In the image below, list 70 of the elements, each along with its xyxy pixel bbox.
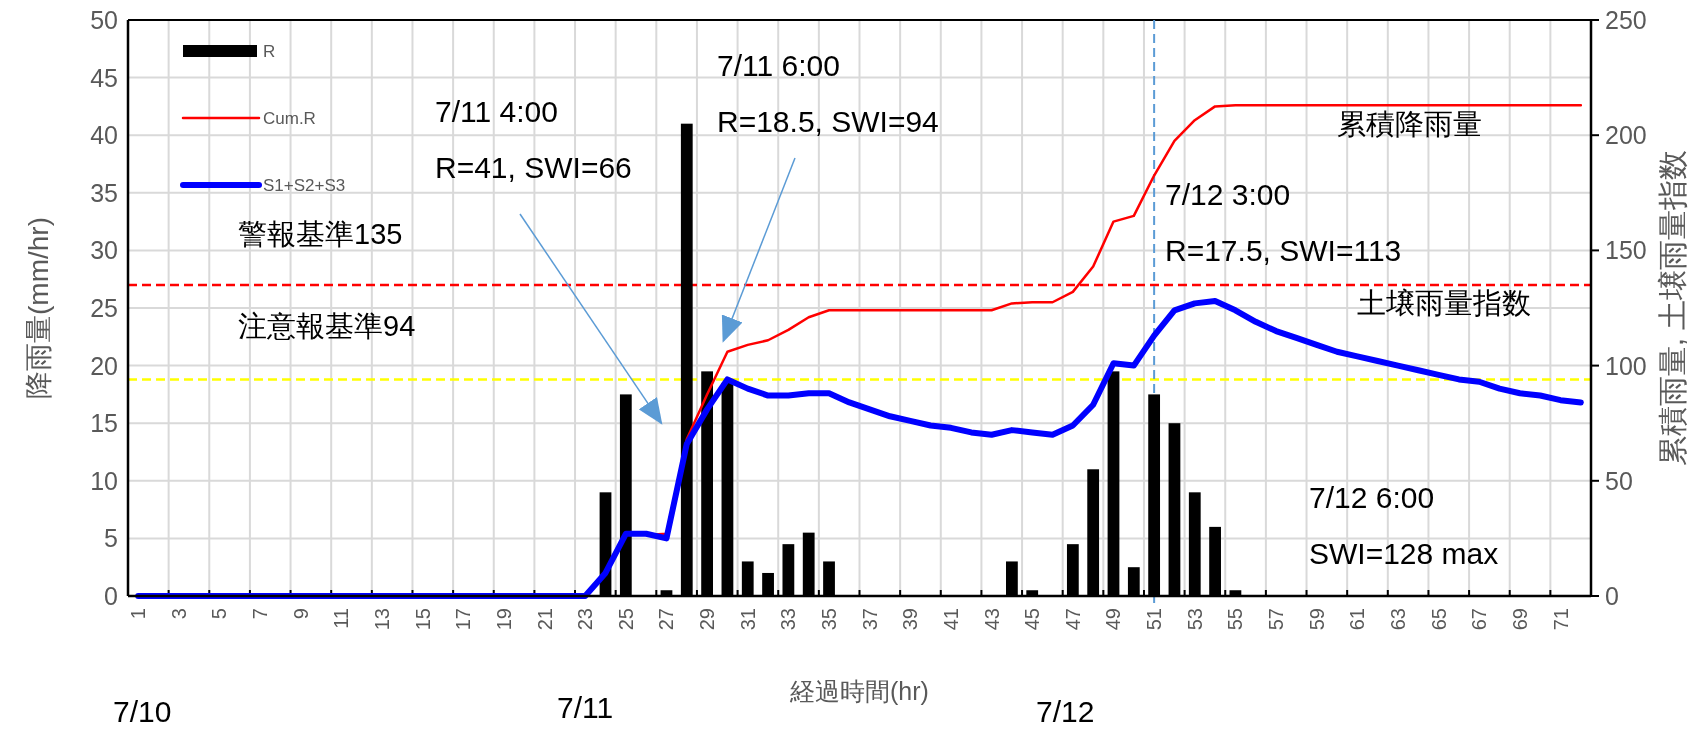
y2-tick-label: 200 [1605, 121, 1647, 150]
annotation: 7/12 3:00 R=17.5, SWI=113 [1165, 178, 1402, 267]
ref-line-label: 注意報基準94 [238, 310, 416, 343]
x-tick-label: 61 [1346, 608, 1369, 631]
y2-tick-label: 50 [1605, 466, 1633, 495]
x-tick-label: 49 [1102, 608, 1125, 631]
y2-tick-label: 100 [1605, 351, 1647, 380]
x-axis-title: 経過時間(hr) [789, 677, 929, 705]
y2-tick-label: 250 [1605, 6, 1647, 34]
x-tick-label: 57 [1265, 608, 1288, 631]
x-tick-label: 63 [1386, 608, 1409, 631]
annotation: 7/11 4:00 R=41, SWI=66 [435, 95, 632, 184]
x-tick-label: 51 [1143, 608, 1166, 631]
y2-tick-label: 150 [1605, 236, 1647, 265]
annotation: 7/11 6:00 R=18.5, SWI=94 [717, 49, 939, 138]
legend-label: Cum.R [263, 109, 316, 128]
x-tick-label: 19 [492, 608, 515, 631]
x-tick-label: 25 [614, 608, 637, 631]
x-tick-label: 35 [818, 608, 841, 631]
x-tick-label: 71 [1549, 608, 1572, 631]
x-tick-label: 53 [1183, 608, 1206, 631]
ref-line-label: 警報基準135 [238, 217, 403, 250]
y-tick-label: 0 [104, 582, 118, 610]
x-tick-label: 69 [1508, 608, 1531, 631]
x-tick-label: 15 [411, 608, 434, 631]
x-tick-label: 27 [655, 608, 678, 631]
y-tick-label: 35 [90, 178, 118, 207]
x-tick-label: 67 [1468, 608, 1491, 631]
x-tick-label: 1 [127, 608, 150, 620]
y-tick-label: 30 [90, 236, 118, 265]
x-tick-label: 41 [939, 608, 962, 631]
legend-label: S1+S2+S3 [263, 176, 346, 195]
y-axis-title: 降雨量(mm/hr) [23, 217, 54, 399]
annotation: 土壌雨量指数 [1357, 287, 1531, 319]
y-tick-label: 15 [90, 409, 118, 438]
x-tick-label: 7 [249, 608, 272, 620]
y-tick-label: 25 [90, 294, 118, 322]
x-tick-label: 13 [370, 608, 393, 631]
x-tick-label: 29 [696, 608, 719, 631]
x-tick-label: 43 [980, 608, 1003, 631]
x-tick-label: 3 [167, 608, 190, 620]
x-tick-label: 11 [330, 608, 353, 629]
annotation: 累積降雨量 [1337, 108, 1482, 140]
y2-tick-label: 0 [1605, 582, 1619, 610]
x-tick-label: 17 [452, 608, 475, 631]
text: 7/12 [1036, 695, 1095, 728]
x-tick-label: 39 [899, 608, 922, 631]
x-tick-label: 23 [574, 608, 597, 631]
x-tick-label: 55 [1224, 608, 1247, 631]
x-tick-label: 5 [208, 608, 231, 620]
x-tick-label: 65 [1427, 608, 1450, 631]
x-tick-label: 59 [1305, 608, 1328, 631]
y-tick-label: 40 [90, 121, 118, 150]
x-tick-label: 21 [533, 608, 556, 631]
y-tick-label: 45 [90, 63, 118, 92]
x-tick-label: 37 [858, 608, 881, 631]
x-tick-label: 31 [736, 608, 759, 631]
x-tick-label: 45 [1021, 608, 1044, 631]
x-tick-label: 33 [777, 608, 800, 631]
y2-axis-title: 累積雨量, 土壌雨量指数 [1656, 149, 1689, 467]
legend-label: R [263, 42, 276, 61]
y-tick-label: 10 [90, 466, 118, 495]
y-tick-label: 5 [104, 524, 118, 553]
y-tick-label: 50 [90, 6, 118, 34]
y-tick-label: 20 [90, 351, 118, 380]
x-tick-label: 47 [1061, 608, 1084, 631]
annotation: 7/12 6:00 SWI=128 max [1309, 481, 1499, 570]
x-tick-label: 9 [289, 608, 312, 620]
text: 7/10 [113, 695, 172, 728]
text: 7/11 [557, 691, 614, 724]
